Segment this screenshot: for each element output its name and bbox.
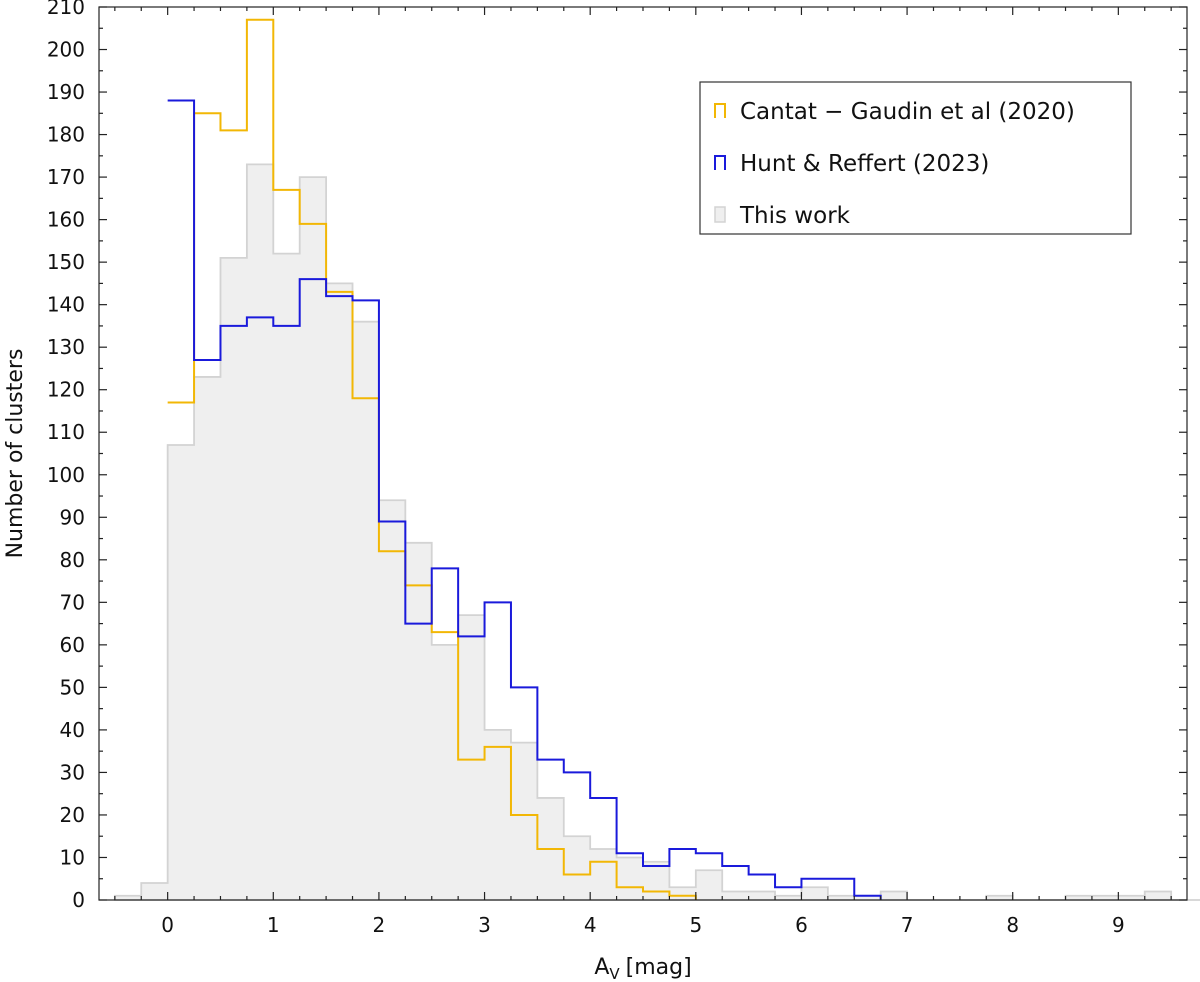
bin-hunt-reffert-2023-13 (511, 687, 537, 900)
legend-box (699, 81, 1132, 235)
y-tick-label: 130 (47, 335, 85, 359)
x-tick-label: 7 (901, 913, 914, 937)
x-tick-label: 0 (161, 913, 174, 937)
legend: Cantat − Gaudin et al (2020) Hunt & Reffe… (699, 81, 1132, 235)
bin-hunt-reffert-2023-9 (405, 624, 431, 900)
x-tick-label: 3 (478, 913, 491, 937)
bin-this-work-29 (881, 891, 907, 900)
y-tick-label: 40 (60, 718, 85, 742)
legend-item-cantat-gaudin-et-al-2020: Cantat − Gaudin et al (2020) (714, 99, 1075, 125)
legend-item-this-work: This work (714, 203, 851, 229)
y-tick-label: 190 (47, 80, 85, 104)
y-tick-label: 60 (60, 633, 85, 657)
x-tick-label: 5 (689, 913, 702, 937)
bin-hunt-reffert-2023-20 (696, 853, 722, 900)
bin-hunt-reffert-2023-22 (749, 874, 775, 900)
y-tick-label: 140 (47, 293, 85, 317)
bin-this-work-37 (1092, 896, 1118, 900)
bin-hunt-reffert-2023-19 (669, 849, 695, 900)
legend-label-this-work: This work (739, 203, 851, 229)
bin-hunt-reffert-2023-5 (300, 279, 326, 900)
bin-hunt-reffert-2023-10 (432, 568, 458, 900)
y-tick-label: 150 (47, 250, 85, 274)
legend-swatch-this-work (714, 206, 726, 223)
bin-hunt-reffert-2023-24 (801, 879, 827, 900)
y-tick-label: 100 (47, 463, 85, 487)
bin-hunt-reffert-2023-15 (564, 772, 590, 900)
y-tick-label: 10 (60, 845, 85, 869)
bin-hunt-reffert-2023-17 (617, 853, 643, 900)
y-tick-label: 20 (60, 803, 85, 827)
series-hunt-reffert-2023 (167, 99, 882, 900)
bin-this-work-33 (986, 896, 1012, 900)
bin-hunt-reffert-2023-25 (828, 879, 854, 900)
x-tick-label: 2 (373, 913, 386, 937)
x-tick-label: 1 (267, 913, 280, 937)
legend-label-cantat-gaudin-et-al-2020: Cantat − Gaudin et al (2020) (740, 99, 1075, 125)
bin-hunt-reffert-2023-0 (168, 101, 194, 900)
legend-swatch-hunt-reffert-2023 (714, 155, 726, 170)
y-tick-label: 110 (47, 420, 85, 444)
legend-swatch-cantat-gaudin-et-al-2020 (714, 103, 726, 118)
y-tick-label: 70 (60, 590, 85, 614)
y-tick-label: 210 (47, 0, 85, 19)
bin-this-work-39 (1145, 891, 1171, 900)
x-axis-title-subscript: V (609, 965, 620, 982)
x-axis-title-unit: [mag] (626, 955, 692, 980)
bin-hunt-reffert-2023-2 (220, 326, 246, 900)
axis-ticks: 0 1 2 3 4 5 6 7 8 9010203040506070809010011012013… (47, 0, 1187, 937)
y-axis-title: Number of clusters (3, 349, 28, 559)
legend-label-hunt-reffert-2023: Hunt & Reffert (2023) (740, 151, 989, 177)
y-tick-label: 180 (47, 123, 85, 147)
bin-this-work-36 (1066, 896, 1092, 900)
bin-hunt-reffert-2023-1 (194, 360, 220, 900)
bin-this-work-1 (141, 883, 167, 900)
y-tick-label: 160 (47, 208, 85, 232)
x-tick-label: 6 (795, 913, 808, 937)
y-tick-label: 80 (60, 548, 85, 572)
legend-item-hunt-reffert-2023: Hunt & Reffert (2023) (714, 151, 989, 177)
bin-hunt-reffert-2023-16 (590, 798, 616, 900)
bin-hunt-reffert-2023-18 (643, 866, 669, 900)
x-axis-title-main: A (594, 955, 609, 980)
y-tick-label: 50 (60, 675, 85, 699)
y-tick-label: 30 (60, 760, 85, 784)
bin-hunt-reffert-2023-6 (326, 296, 352, 900)
y-tick-label: 120 (47, 378, 85, 402)
x-tick-label: 9 (1112, 913, 1125, 937)
bin-this-work-38 (1118, 896, 1144, 900)
x-axis-title: AV [mag] (594, 955, 691, 982)
bin-hunt-reffert-2023-8 (379, 522, 405, 900)
y-tick-label: 170 (47, 165, 85, 189)
bin-hunt-reffert-2023-26 (854, 896, 880, 900)
bin-hunt-reffert-2023-7 (353, 300, 379, 900)
y-tick-label: 200 (47, 38, 85, 62)
bin-hunt-reffert-2023-3 (247, 317, 273, 900)
bin-hunt-reffert-2023-14 (537, 760, 563, 900)
x-tick-label: 4 (584, 913, 597, 937)
bin-hunt-reffert-2023-23 (775, 887, 801, 900)
y-tick-label: 90 (60, 505, 85, 529)
x-tick-label: 8 (1006, 913, 1019, 937)
bin-hunt-reffert-2023-21 (722, 866, 748, 900)
series-cantat-gaudin-et-al-2020 (167, 18, 697, 900)
series-cantat-gaudin-et-al-2020-line (167, 18, 697, 900)
bin-hunt-reffert-2023-4 (273, 326, 299, 900)
legend-items: Cantat − Gaudin et al (2020) Hunt & Reffe… (714, 99, 1075, 229)
bin-hunt-reffert-2023-11 (458, 636, 484, 900)
series-hunt-reffert-2023-line (167, 99, 882, 900)
bin-this-work-0 (115, 896, 141, 900)
bin-hunt-reffert-2023-12 (485, 602, 511, 900)
y-tick-label: 0 (72, 888, 85, 912)
